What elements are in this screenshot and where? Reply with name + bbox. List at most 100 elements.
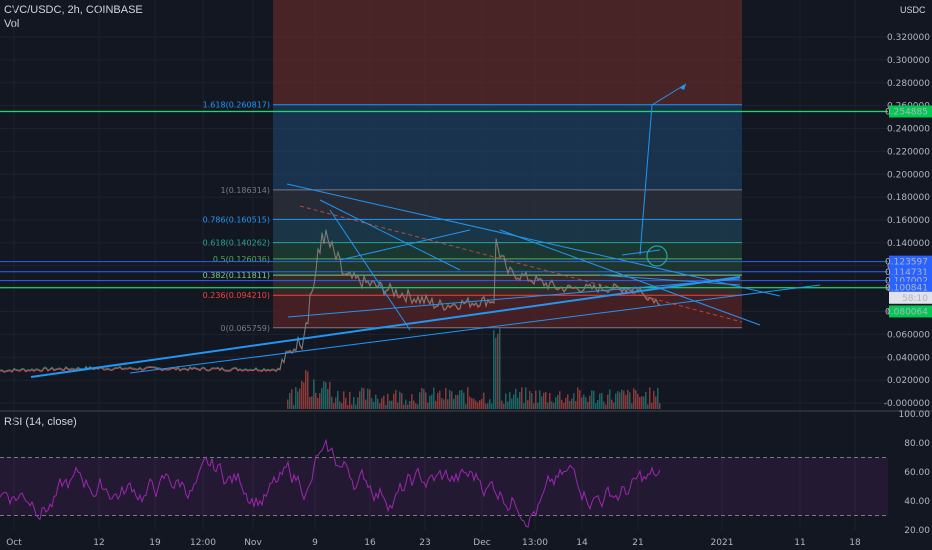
trendline [329, 209, 411, 331]
volume-bar [533, 403, 535, 409]
volume-bar [395, 389, 397, 409]
volume-bar [435, 400, 437, 409]
volume-bar [609, 389, 611, 409]
volume-bar [583, 394, 585, 409]
trendline [319, 199, 461, 271]
volume-bar [359, 391, 361, 409]
volume-bar [443, 399, 445, 409]
x-tick-label: 23 [419, 538, 430, 548]
volume-bar [659, 403, 661, 409]
price-tag-label: 0.107002 [885, 277, 928, 287]
volume-bar [343, 391, 345, 409]
x-tick-label: Dec [473, 538, 490, 548]
trendline [129, 284, 821, 374]
volume-bar [587, 401, 589, 409]
volume-bar [321, 388, 323, 409]
x-tick-label: 18 [849, 538, 861, 548]
volume-bar [391, 400, 393, 409]
fib-zone-618 [273, 242, 742, 259]
volume-bar [299, 388, 301, 409]
y-tick-label: 0.160000 [887, 216, 930, 226]
volume-bar [461, 389, 463, 409]
volume-bar [567, 394, 569, 409]
volume-bar [471, 398, 473, 409]
volume-bar [429, 395, 431, 409]
y-tick-label: 0.280000 [887, 79, 930, 89]
x-tick-label: 12:00 [190, 538, 216, 548]
volume-bar [419, 392, 421, 409]
volume-bar [399, 391, 401, 409]
volume-bar [375, 394, 377, 409]
y-tick-label: 0.180000 [887, 193, 930, 203]
volume-bar [531, 393, 533, 409]
volume-bar [627, 389, 629, 409]
volume-bar [483, 392, 485, 409]
volume-bar [353, 397, 355, 409]
volume-bar [505, 393, 507, 409]
volume-bar [559, 391, 561, 409]
volume-bar [579, 390, 581, 409]
volume-bar [557, 395, 559, 409]
volume-bar [631, 403, 633, 409]
volume-bar [437, 392, 439, 409]
volume-bar [445, 387, 447, 409]
volume-bar [431, 394, 433, 409]
volume-bar [655, 396, 657, 409]
rsi-title[interactable]: RSI (14, close) [4, 416, 77, 428]
volume-bar [323, 381, 325, 409]
volume-bar [597, 400, 599, 409]
price-tag [889, 305, 932, 318]
volume-bar [501, 400, 503, 409]
rsi-tick-label: 60.00 [904, 468, 930, 478]
x-tick-label: 16 [364, 538, 376, 548]
x-tick-label: 14 [576, 538, 588, 548]
trendline [639, 104, 653, 256]
volume-bar [427, 402, 429, 409]
trendline [599, 274, 741, 286]
volume-bar [573, 393, 575, 409]
rsi-tick-label: 20.00 [904, 526, 930, 536]
volume-bar [351, 404, 353, 409]
volume-bar [463, 392, 465, 409]
volume-bar [449, 390, 451, 409]
volume-bar [441, 398, 443, 409]
main-trendline [30, 276, 741, 378]
volume-bar [519, 391, 521, 409]
volume-bar [639, 396, 641, 409]
volume-bar [477, 402, 479, 409]
fib-zone-786 [273, 219, 742, 243]
rsi-tick-label: 100.00 [899, 410, 931, 420]
volume-bar [509, 392, 511, 409]
fib-label: 1(0.186314) [220, 186, 270, 195]
volume-bar [525, 387, 527, 409]
volume-bar [517, 397, 519, 409]
volume-bar [301, 380, 303, 409]
rsi-band-fill [0, 457, 888, 516]
volume-bar [497, 333, 499, 409]
volume-bar [629, 392, 631, 409]
volume-bar [545, 391, 547, 409]
volume-bar [421, 387, 423, 409]
volume-bar [601, 392, 603, 409]
volume-bar [577, 387, 579, 409]
volume-bar [547, 402, 549, 409]
volume-bar [311, 396, 313, 409]
fib-label: 0.786(0.160515) [203, 215, 270, 224]
volume-bar [369, 389, 371, 409]
volume-bar [305, 370, 307, 409]
volume-bar [593, 390, 595, 409]
volume-bar [563, 402, 565, 409]
x-tick-label: 21 [632, 538, 643, 548]
volume-bar [535, 390, 537, 409]
price-tag-label: 0.123597 [885, 258, 928, 268]
price-tag-label: 58:10 [902, 294, 928, 304]
volume-bar [371, 398, 373, 409]
volume-bar [499, 328, 501, 409]
fib-zone-1 [273, 189, 742, 220]
symbol-title[interactable]: CVC/USDC, 2h, COINBASE [4, 4, 143, 16]
volume-bar [329, 381, 331, 409]
trendline [621, 249, 661, 256]
x-tick-label: 19 [149, 538, 161, 548]
price-tag-label: 0.080064 [885, 307, 928, 317]
